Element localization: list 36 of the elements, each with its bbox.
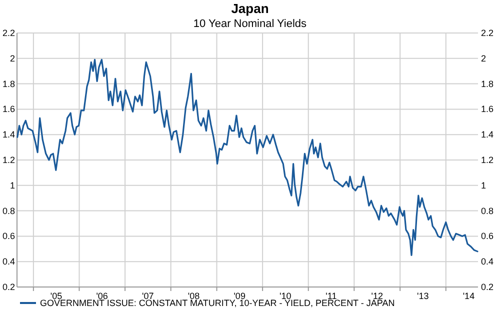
y2-tick-label: 1 (481, 180, 486, 190)
x-tick-label: '06 (96, 291, 108, 301)
x-tick-label: '12 (371, 291, 383, 301)
y-tick-label: 0.8 (2, 206, 15, 216)
y-tick-label: 2 (10, 53, 15, 64)
y-tick-label: 2.2 (2, 28, 15, 38)
y-tick-label: 0.4 (2, 256, 15, 267)
y-tick-label: 1.6 (2, 104, 15, 114)
chart-subtitle: 10 Year Nominal Yields (193, 18, 308, 30)
x-tick-label: '08 (188, 291, 200, 301)
y-tick-label: 0.6 (2, 231, 15, 242)
y2-tick-label: 0.6 (481, 231, 494, 242)
y2-tick-label: 2.2 (481, 28, 494, 38)
x-tick-label: '10 (280, 291, 292, 301)
y2-tick-label: 1.2 (481, 155, 494, 165)
y-tick-label: 1.4 (2, 130, 15, 140)
x-tick-label: '05 (50, 291, 62, 301)
x-tick-label: '09 (234, 291, 246, 301)
y2-tick-label: 1.6 (481, 104, 494, 114)
y2-tick-label: 0.4 (481, 256, 494, 267)
line-series (16, 58, 478, 256)
y-tick-label: 1.2 (2, 155, 15, 165)
y-tick-label: 1.8 (2, 78, 15, 89)
y2-tick-label: 1.4 (481, 130, 494, 140)
y-tick-label: 0.2 (2, 282, 15, 292)
y-tick-label: 1 (10, 180, 15, 190)
x-tick-label: '07 (142, 291, 154, 301)
chart-title: Japan (231, 1, 269, 16)
legend-label: GOVERNMENT ISSUE: CONSTANT MATURITY, 10-YEAR - YIELD, PERCENT - JAPAN (40, 298, 395, 308)
y2-tick-label: 0.8 (481, 206, 494, 216)
y2-tick-label: 1.8 (481, 78, 494, 89)
x-tick-label: '14 (462, 291, 475, 301)
x-tick-label: '11 (326, 291, 337, 301)
x-tick-label: '13 (417, 291, 429, 301)
y2-tick-label: 2 (481, 53, 486, 64)
y2-tick-label: 0.2 (481, 282, 494, 292)
